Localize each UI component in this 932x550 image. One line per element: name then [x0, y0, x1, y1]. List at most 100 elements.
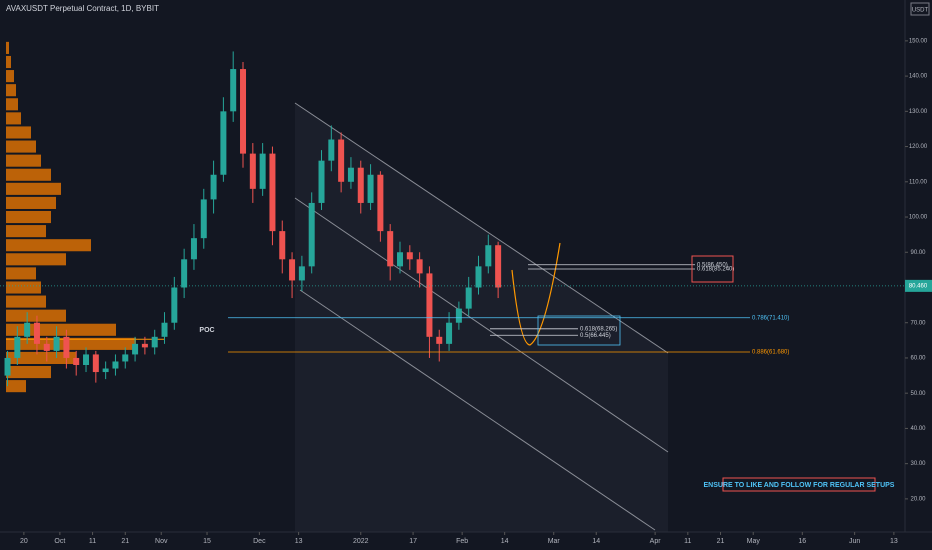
y-tick-label: 110.00	[909, 179, 928, 185]
x-tick-label: 2022	[353, 538, 369, 545]
candle-body	[475, 266, 482, 288]
volume-profile-bar	[6, 196, 56, 209]
y-tick-label: 120.00	[909, 144, 928, 150]
candle-body	[318, 160, 325, 203]
x-tick-label: 20	[20, 538, 28, 545]
y-tick-label: 30.00	[910, 461, 926, 467]
fib-label: 0.618(85.240)	[697, 267, 734, 273]
fib-label: 0.886(61.680)	[752, 350, 789, 356]
candle-body	[151, 336, 158, 348]
x-tick-label: Nov	[155, 538, 168, 545]
candle-body	[83, 354, 90, 366]
x-tick-label: 21	[717, 538, 725, 545]
candle-body	[446, 322, 453, 344]
channel-lower	[299, 289, 656, 531]
candle-body	[416, 259, 423, 274]
x-tick-label: Apr	[650, 538, 662, 545]
y-tick-label: 130.00	[909, 109, 928, 115]
note: ENSURE TO LIKE AND FOLLOW FOR REGULAR SE…	[704, 482, 895, 489]
volume-profile-bar	[6, 182, 61, 195]
candle-body	[387, 231, 394, 267]
chart-title: AVAXUSDT Perpetual Contract, 1D, BYBIT	[6, 4, 159, 13]
candle-body	[132, 343, 139, 355]
y-tick-label: 20.00	[910, 496, 926, 502]
candle-body	[259, 153, 266, 189]
x-tick-label: Feb	[456, 538, 468, 545]
candle-body	[230, 69, 237, 112]
y-tick-label: 60.00	[910, 356, 926, 362]
candle-body	[465, 287, 472, 309]
candle-body	[406, 252, 413, 260]
x-tick-label: 11	[89, 538, 96, 545]
volume-profile-bar	[6, 309, 66, 322]
volume-profile-bar	[6, 281, 41, 294]
candle-body	[279, 231, 286, 260]
candle-body	[200, 199, 207, 239]
candle-body	[367, 174, 374, 203]
x-tick-label: May	[747, 538, 761, 545]
volume-profile-bar	[6, 267, 36, 280]
candle-body	[357, 167, 364, 203]
candle-body	[377, 174, 384, 232]
volume-profile-bar	[6, 366, 51, 379]
candle-body	[4, 357, 11, 376]
x-tick-label: Jun	[849, 538, 860, 545]
last-price-tag	[905, 279, 932, 292]
y-tick-label: 70.00	[910, 320, 926, 326]
candle-body	[485, 245, 492, 267]
volume-profile-bar	[6, 98, 18, 111]
candle-body	[112, 361, 119, 369]
candle-body	[190, 238, 197, 260]
x-tick-label: 14	[592, 538, 600, 545]
target-box-top	[691, 255, 734, 283]
candle-body	[14, 336, 21, 358]
projection-curve	[511, 242, 561, 346]
volume-profile-bar	[6, 239, 91, 252]
candle-body	[426, 273, 433, 337]
candle-body	[92, 354, 99, 373]
volume-profile-bar	[6, 55, 11, 69]
volume-profile-bar	[6, 154, 41, 167]
x-tick-label: Mar	[548, 538, 561, 545]
volume-profile-bar	[6, 168, 51, 181]
fib-label: 0.618(68.265)	[580, 326, 617, 332]
note-box	[722, 477, 876, 492]
fib-label: 0.786(71.410)	[752, 315, 789, 321]
volume-profile-bar	[6, 225, 46, 238]
channel-upper	[294, 102, 669, 354]
candle-body	[495, 245, 502, 288]
currency-box	[910, 2, 930, 16]
candle-body	[102, 368, 109, 373]
x-tick-label: Oct	[54, 538, 65, 545]
candle-body	[455, 308, 462, 323]
volume-profile-bar	[6, 295, 46, 308]
volume-profile-bar	[6, 84, 16, 97]
candle-body	[269, 153, 276, 232]
candle-body	[171, 287, 178, 323]
volume-profile-bar	[6, 253, 66, 266]
volume-profile-bar	[6, 70, 14, 83]
candle-body	[53, 336, 60, 351]
last-price-label: 80.460	[909, 283, 928, 289]
candle-body	[181, 259, 188, 288]
candle-body	[220, 111, 227, 175]
volume-profile-bar	[6, 126, 31, 139]
candle-body	[63, 336, 70, 358]
volume-profile-bar	[6, 210, 51, 224]
x-tick-label: 16	[798, 538, 806, 545]
target-box	[537, 315, 621, 346]
candle-body	[24, 322, 31, 337]
x-tick-label: 13	[295, 538, 303, 545]
y-tick-label: 140.00	[909, 74, 928, 80]
candle-body	[347, 167, 354, 182]
volume-profile-bar	[6, 351, 76, 365]
candle-body	[338, 139, 345, 182]
candle-body	[308, 202, 315, 267]
candle-body	[33, 322, 40, 344]
y-tick-label: 50.00	[910, 391, 926, 397]
candle-body	[73, 357, 80, 366]
x-tick-label: 21	[121, 538, 129, 545]
volume-profile-bar	[6, 112, 21, 125]
candle-body	[122, 354, 129, 362]
